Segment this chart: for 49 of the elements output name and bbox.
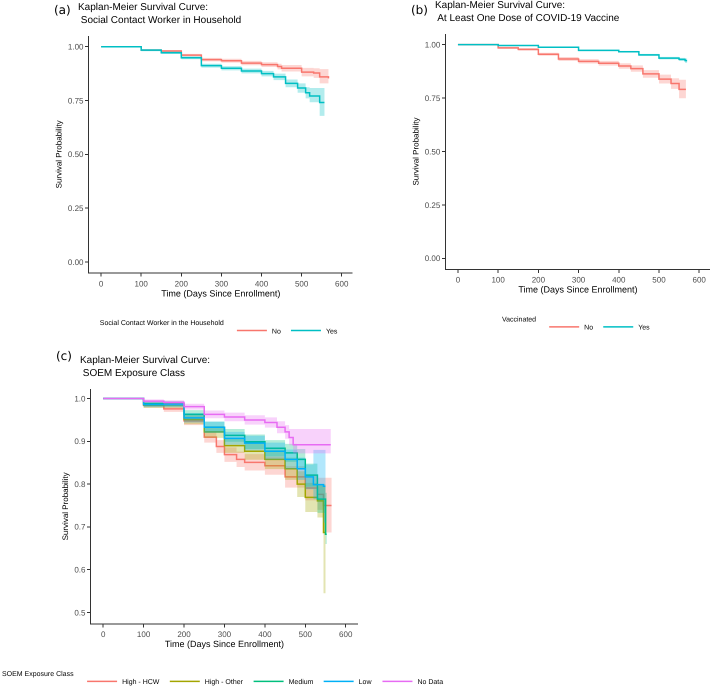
x-tick-label: 100: [134, 279, 148, 288]
x-tick-label: 200: [177, 630, 192, 640]
x-tick-label: 500: [294, 279, 309, 288]
text: (c): [56, 349, 72, 363]
y-axis-title: Survival Probability: [411, 118, 420, 186]
y-tick-label: 1.00: [68, 42, 84, 52]
x-tick-label: 400: [254, 279, 269, 288]
x-tick-label: 0: [100, 630, 106, 640]
y-tick-label: 0.00: [68, 258, 84, 267]
x-tick-label: 200: [532, 276, 546, 285]
y-tick-label: 0.25: [68, 204, 84, 213]
y-tick-label: 1.0: [74, 394, 86, 404]
y-tick-label: 0.50: [68, 150, 84, 160]
x-tick-label: 600: [335, 279, 349, 288]
x-tick-label: 500: [652, 276, 666, 285]
x-axis-title: Time (Days Since Enrollment): [164, 639, 284, 650]
x-tick-label: 300: [218, 630, 232, 640]
chart-title: Kaplan-Meier Survival Curve: At Least One Dose of COVID-19 Vaccine: [435, 0, 620, 24]
x-tick-label: 600: [692, 276, 706, 285]
y-tick-label: 0.75: [424, 94, 441, 103]
x-tick-label: 200: [174, 279, 189, 288]
x-tick-label: 0: [456, 276, 461, 285]
x-tick-label: 300: [214, 279, 229, 288]
x-tick-label: 400: [258, 630, 272, 640]
x-tick-label: 500: [298, 630, 313, 640]
y-tick-label: 0.50: [424, 147, 441, 156]
y-tick-label: 0.7: [74, 522, 86, 532]
x-tick-label: 0: [98, 279, 104, 288]
x-tick-label: 300: [572, 276, 586, 285]
text: (b): [411, 3, 428, 17]
y-tick-label: 1.00: [424, 40, 441, 50]
y-tick-label: 0.25: [424, 200, 441, 210]
y-axis-title: Survival Probability: [54, 120, 64, 188]
chart-title: Kaplan-Meier Survival Curve: Social Contact Worker in Household: [78, 2, 242, 26]
x-tick-label: 100: [491, 276, 506, 285]
y-tick-label: 0.75: [68, 96, 84, 106]
y-tick-label: 0.8: [74, 480, 86, 489]
x-axis-title: Time (Days Since Enrollment): [161, 288, 280, 298]
y-tick-label: 0.6: [74, 566, 86, 575]
y-tick-label: 0.5: [74, 608, 86, 618]
x-tick-label: 400: [612, 276, 626, 285]
chart-title: Kaplan-Meier Survival Curve: SOEM Exposure Class: [80, 355, 210, 379]
y-tick-label: 0.00: [424, 254, 441, 264]
text: (a): [54, 3, 71, 17]
y-tick-label: 0.9: [74, 437, 86, 446]
x-tick-label: 600: [339, 630, 353, 640]
x-tick-label: 100: [136, 630, 151, 640]
x-axis-title: Time (Days Since Enrollment): [518, 284, 638, 295]
y-axis-title: Survival Probability: [61, 472, 70, 540]
